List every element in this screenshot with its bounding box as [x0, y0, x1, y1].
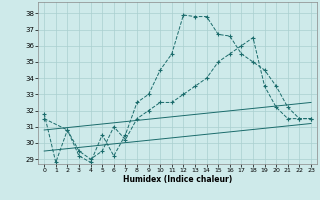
X-axis label: Humidex (Indice chaleur): Humidex (Indice chaleur): [123, 175, 232, 184]
